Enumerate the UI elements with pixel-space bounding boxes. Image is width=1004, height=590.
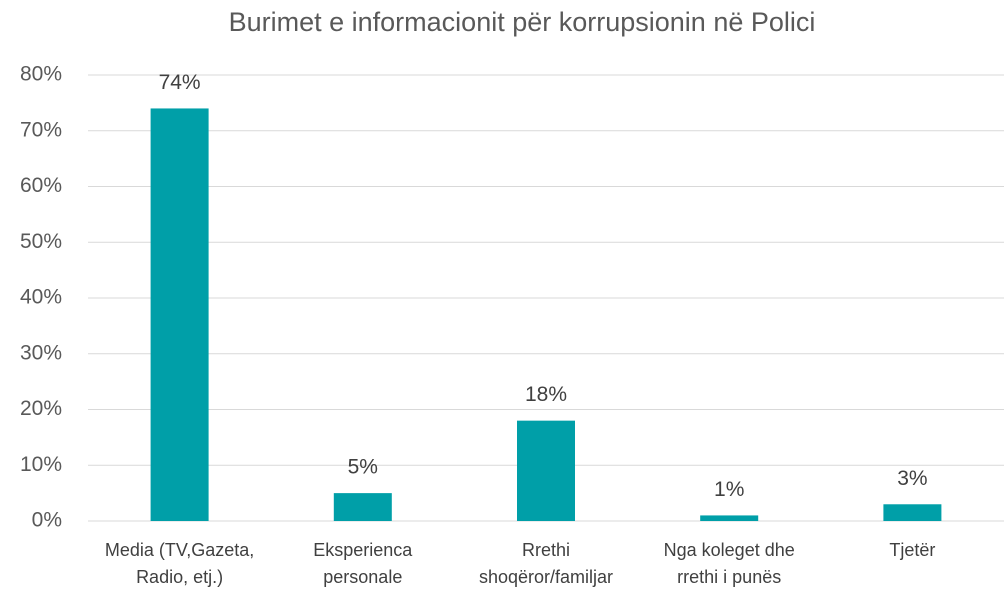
chart-title: Burimet e informacionit për korrupsionin… [229, 7, 816, 37]
x-tick-label: Media (TV,Gazeta, [105, 540, 254, 560]
y-tick-label: 0% [32, 509, 62, 532]
x-tick-label: Rrethi [522, 540, 570, 560]
data-label: 5% [348, 456, 378, 479]
y-tick-label: 70% [20, 118, 62, 141]
data-label: 3% [897, 467, 927, 490]
data-label: 74% [159, 71, 201, 94]
bar [333, 493, 392, 521]
bar [883, 504, 942, 521]
bar [700, 515, 759, 521]
x-tick-label: personale [323, 567, 402, 587]
y-tick-label: 80% [20, 63, 62, 86]
x-tick-label: Eksperienca [313, 540, 413, 560]
y-tick-label: 50% [20, 230, 62, 253]
y-tick-label: 30% [20, 341, 62, 364]
bar [150, 108, 209, 521]
bar [517, 420, 575, 521]
data-label: 18% [525, 383, 567, 406]
y-tick-label: 60% [20, 174, 62, 197]
y-tick-label: 20% [20, 397, 62, 420]
x-tick-label: Radio, etj.) [136, 567, 223, 587]
x-tick-label: shoqëror/familjar [479, 567, 613, 587]
x-tick-label: rrethi i punës [677, 567, 781, 587]
y-tick-label: 40% [20, 286, 62, 309]
x-tick-label: Nga koleget dhe [664, 540, 795, 560]
x-tick-label: Tjetër [889, 540, 935, 560]
data-label: 1% [714, 478, 744, 501]
y-tick-label: 10% [20, 453, 62, 476]
